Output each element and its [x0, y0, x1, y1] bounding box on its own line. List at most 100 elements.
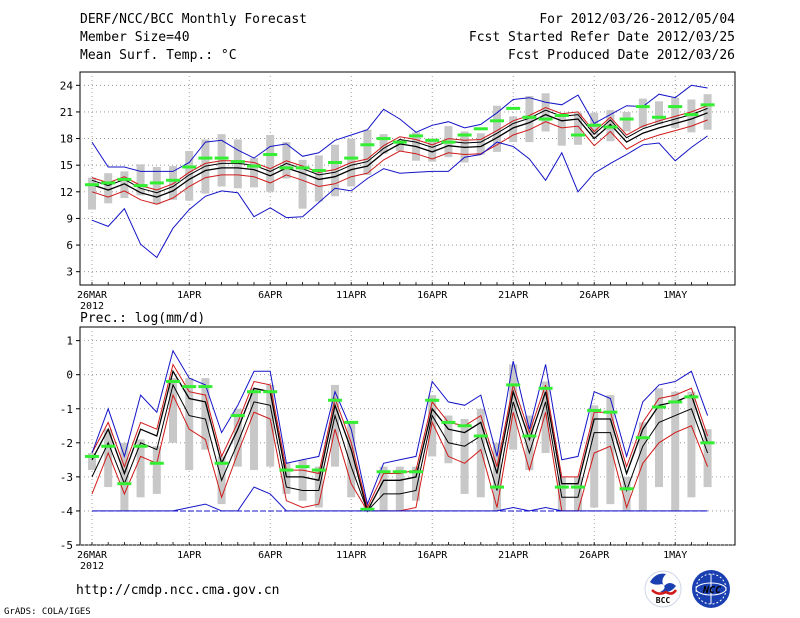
temp-spread-box [703, 94, 712, 130]
temp-spread-box [476, 133, 485, 155]
prec-median-mark [214, 461, 229, 465]
header-variable-temp: Mean Surf. Temp.: °C [80, 48, 237, 63]
ncc-logo: NCC [692, 570, 730, 608]
prec-median-mark [360, 507, 375, 511]
temp-median-mark [117, 177, 132, 181]
prec-spread-box [590, 405, 599, 508]
temp-xtick-label: 26APR [579, 290, 610, 301]
temp-spread-box [541, 93, 550, 132]
temp-median-mark [700, 103, 715, 107]
prec-spread-box [476, 408, 485, 498]
prec-ytick-label: -3 [60, 471, 73, 484]
prec-spread-box [412, 466, 420, 501]
prec-spread-box [671, 391, 680, 511]
temp-ytick-label: 6 [66, 239, 73, 252]
prec-spread-box [509, 364, 518, 450]
temp-plot-frame [79, 71, 736, 286]
prec-median-mark [587, 408, 602, 412]
prec-median-mark [441, 420, 456, 424]
prec-series-mean-upper [91, 383, 709, 512]
prec-spread-box [493, 442, 501, 511]
prec-xtick-label: 26APR [579, 550, 610, 561]
bcc-swirl-icon [650, 573, 676, 593]
temp-spread-box [88, 177, 96, 210]
temp-median-mark [587, 123, 602, 127]
temp-median-mark [392, 140, 407, 144]
prec-xtick-label: 26MAR [77, 550, 108, 561]
prec-median-mark [344, 420, 359, 424]
prec-median-mark [133, 444, 148, 448]
footer-url[interactable]: http://cmdp.ncc.cma.gov.cn [76, 583, 280, 598]
prec-median-mark [149, 461, 164, 465]
prec-median-mark [166, 380, 180, 383]
temp-spread-box [266, 135, 275, 192]
temp-median-mark [619, 117, 634, 121]
prec-series-ensemble-mean [91, 369, 709, 513]
prec-spread-box [638, 422, 647, 511]
prec-spread-box [233, 408, 242, 467]
prec-median-mark [263, 390, 278, 394]
prec-xtick-label: 16APR [417, 550, 448, 561]
prec-median-mark [392, 470, 407, 474]
temp-ytick-label: 24 [60, 79, 74, 92]
prec-median-mark [101, 444, 116, 448]
bcc-logo: BCC [644, 570, 682, 608]
temp-median-mark [684, 113, 699, 117]
prec-spread-box [136, 439, 145, 498]
temp-xtick-label: 21APR [498, 290, 529, 301]
temp-median-mark [214, 156, 229, 160]
temp-xtick-year: 2012 [80, 301, 104, 312]
prec-median-mark [684, 395, 699, 399]
temp-spread-box [557, 114, 566, 146]
prec-median-mark [457, 424, 472, 428]
prec-median-mark [490, 485, 504, 489]
prec-spread-box [201, 378, 210, 450]
header-period: For 2012/03/26-2012/05/04 [539, 12, 735, 27]
bcc-logo-text: BCC [656, 596, 671, 605]
prec-xtick-label: 11APR [336, 550, 367, 561]
prec-spread-box [266, 384, 275, 467]
prec-spread-box [525, 415, 534, 471]
temp-spread-box [509, 116, 518, 143]
temp-median-mark [279, 166, 294, 170]
prec-median-mark [295, 465, 310, 469]
prec-spread-box [444, 415, 453, 464]
temp-ytick-label: 9 [66, 212, 73, 225]
temp-ytick-label: 21 [60, 106, 73, 119]
prec-median-mark [230, 414, 245, 418]
prec-spread-box [557, 476, 566, 511]
prec-spread-box [104, 429, 113, 488]
temp-series-mean-upper [91, 107, 708, 194]
prec-median-mark [554, 485, 569, 489]
header-title: DERF/NCC/BCC Monthly Forecast [80, 12, 307, 27]
temp-median-mark [522, 115, 537, 119]
temp-spread-box [638, 98, 647, 128]
prec-spread-box [606, 395, 615, 505]
prec-spread-box [574, 476, 582, 511]
prec-xtick-year: 2012 [80, 561, 104, 572]
prec-ytick-label: -4 [60, 505, 74, 518]
temp-median-mark [263, 153, 278, 157]
temp-median-mark [635, 105, 650, 109]
prec-plot-frame [79, 326, 736, 546]
temp-median-mark [490, 119, 504, 123]
prec-median-mark [247, 390, 261, 394]
temp-spread-box [331, 144, 339, 197]
temp-xtick-label: 1APR [177, 290, 202, 301]
temp-median-mark [652, 115, 666, 119]
temp-median-mark [409, 134, 423, 138]
prec-spread-box [428, 395, 437, 457]
temp-median-mark [198, 156, 213, 160]
temp-median-mark [360, 143, 375, 147]
prec-median-mark [603, 410, 618, 414]
prec-spread-box [541, 381, 550, 454]
prec-spread-box [250, 388, 258, 471]
temp-xtick-label: 11APR [336, 290, 367, 301]
prec-median-mark [117, 482, 132, 486]
prec-ytick-label: 1 [66, 335, 73, 348]
temp-spread-box [379, 134, 388, 154]
prec-median-mark [522, 434, 537, 438]
prec-median-mark [376, 470, 391, 474]
